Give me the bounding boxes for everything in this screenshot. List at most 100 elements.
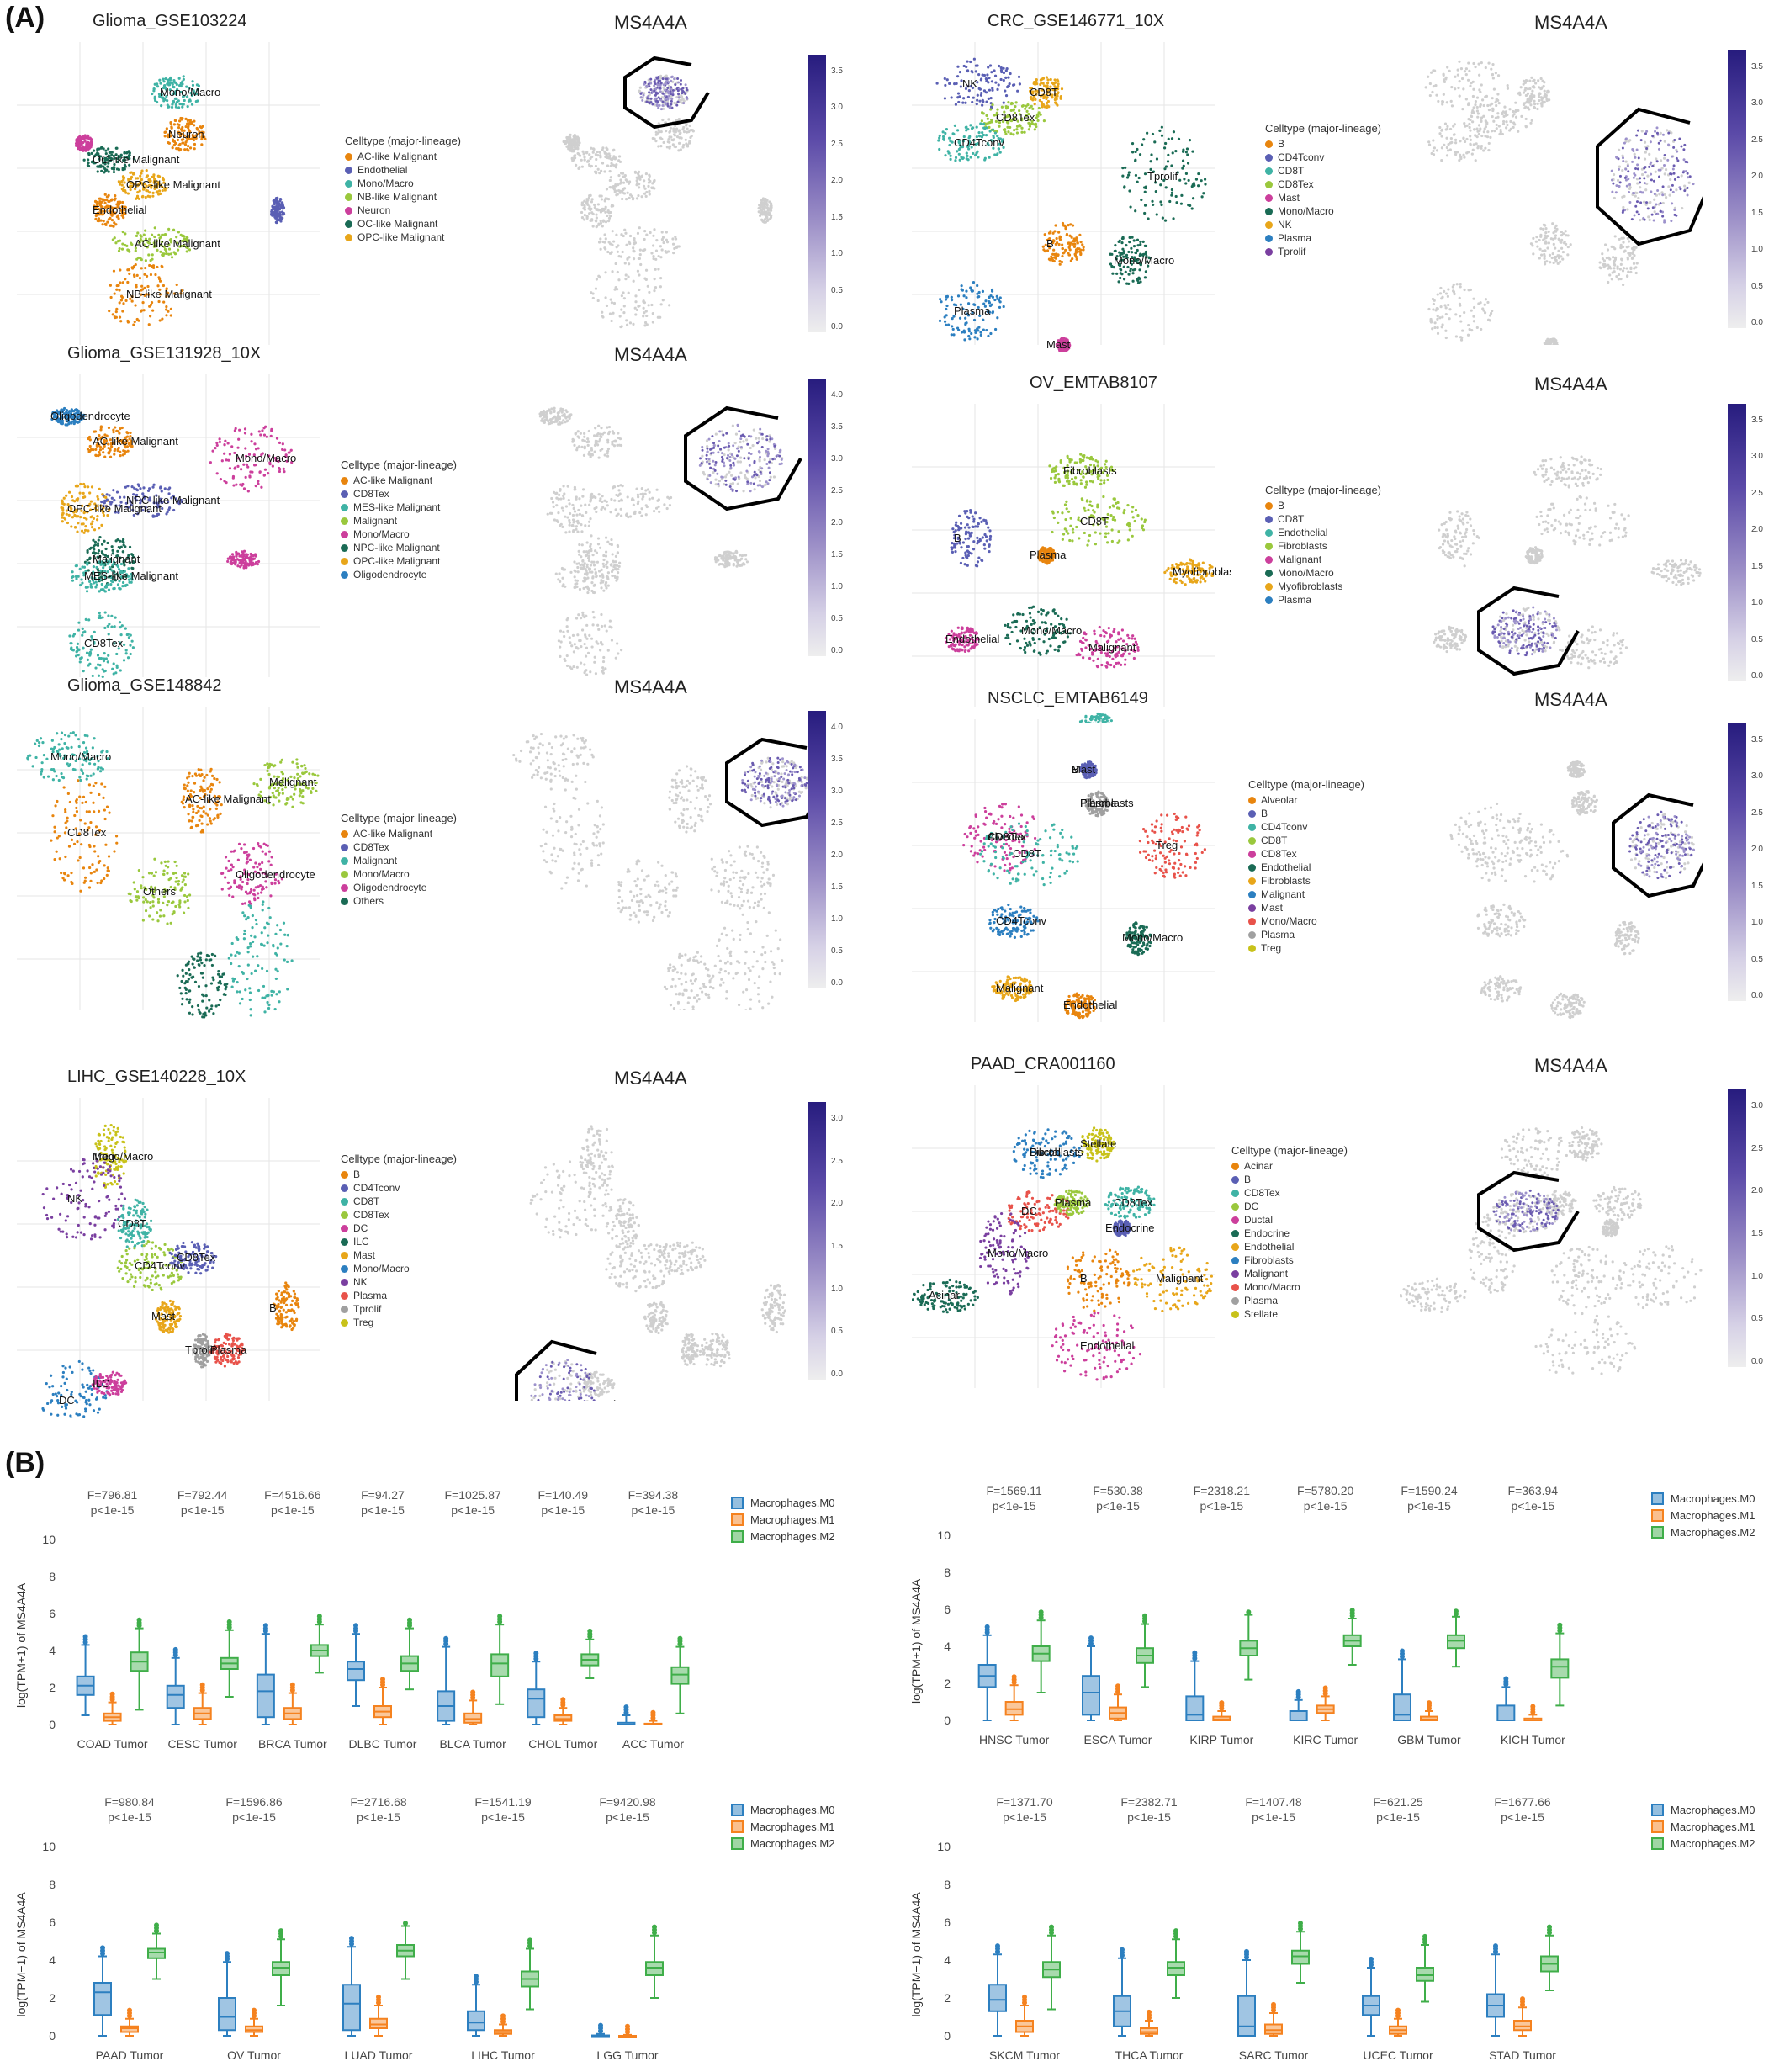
legend-label: Macrophages.M2 xyxy=(750,1530,834,1543)
legend-item: Treg xyxy=(341,1316,457,1329)
legend-label: Macrophages.M0 xyxy=(750,1804,834,1816)
legend-swatch xyxy=(1231,1243,1239,1251)
legend-item: Oligodendrocyte xyxy=(341,881,457,894)
umap-panel: Glioma_GSE103224 MS4A4A Mono/Macro Neuron OC… xyxy=(0,8,895,345)
y-tick-label: 2 xyxy=(944,1991,951,2005)
legend-label: Macrophages.M1 xyxy=(1671,1820,1755,1833)
legend-item: Endothelial xyxy=(1248,861,1364,874)
outlier-point xyxy=(1271,2001,1276,2007)
outlier-point xyxy=(1022,1994,1027,2000)
outlier-point xyxy=(127,2007,132,2013)
cluster-label: Treg xyxy=(93,1150,114,1163)
outlier-point xyxy=(353,1623,358,1629)
legend-label: Endothelial xyxy=(1278,527,1328,538)
legend-title: Celltype (major-lineage) xyxy=(1231,1144,1348,1157)
legend-item: Malignant xyxy=(341,514,457,527)
legend-label: DC xyxy=(1244,1200,1259,1212)
outlier-point xyxy=(1192,1650,1198,1656)
p-value: p<1e-15 xyxy=(993,1499,1036,1513)
celltype-umap: Mono/Macro Neuron OC-like Malignant OPC-lik… xyxy=(17,42,320,345)
colorbar-tick: 4.0 xyxy=(831,390,843,400)
box-iqr xyxy=(93,1982,112,2016)
umap-dataset-title: LIHC_GSE140228_10X xyxy=(67,1068,246,1086)
f-statistic: F=2318.21 xyxy=(1194,1484,1251,1497)
cluster-label: CD4Tconv xyxy=(954,136,1004,149)
f-statistic: F=792.44 xyxy=(177,1488,228,1502)
colorbar-tick: 1.5 xyxy=(1751,561,1763,571)
umap-dataset-title: Glioma_GSE131928_10X xyxy=(67,344,262,363)
legend-item: Endothelial xyxy=(345,163,461,177)
legend-item: Mono/Macro xyxy=(341,1262,457,1275)
y-tick-label: 8 xyxy=(944,1878,951,1891)
legend-item: Plasma xyxy=(1231,1294,1348,1307)
cluster-label: CD8Tex xyxy=(988,830,1027,843)
legend-item: CD8T xyxy=(1265,164,1381,178)
feature-plot-title: MS4A4A xyxy=(614,1068,687,1089)
feature-umap xyxy=(1424,60,1703,345)
cluster-label: Plasma xyxy=(1080,797,1117,809)
cluster-label: Malignant xyxy=(996,982,1044,994)
legend-item: CD8Tex xyxy=(1265,178,1381,191)
cluster-label: B xyxy=(1046,237,1054,250)
legend-label: Endocrine xyxy=(1244,1227,1290,1239)
feature-umap xyxy=(538,405,802,676)
cluster-label: Endocrine xyxy=(1105,1221,1155,1234)
x-tick-label: HNSC Tumor xyxy=(979,1733,1050,1746)
outlier-point xyxy=(316,1614,322,1619)
box-iqr xyxy=(1513,2020,1532,2032)
legend-label: Macrophages.M1 xyxy=(750,1820,834,1833)
box-iqr xyxy=(467,2010,485,2032)
feature-plot-title: MS4A4A xyxy=(614,676,687,697)
cluster-label: Plasma xyxy=(954,305,991,317)
outlier-point xyxy=(349,1936,354,1942)
legend-swatch xyxy=(1651,1509,1664,1522)
legend-item: CD8Tex xyxy=(341,487,457,501)
cluster-label: Plasma xyxy=(1030,548,1067,561)
legend-label: Fibroblasts xyxy=(1244,1254,1294,1266)
legend-swatch xyxy=(341,897,348,905)
cluster-label: Plasma xyxy=(210,1343,247,1356)
legend-label: B xyxy=(1278,138,1285,150)
legend-label: AC-like Malignant xyxy=(357,151,437,162)
legend-swatch xyxy=(341,1211,348,1219)
x-tick-label: ESCA Tumor xyxy=(1084,1733,1152,1746)
colorbar xyxy=(808,55,826,332)
colorbar-tick: 2.0 xyxy=(831,176,843,186)
y-tick-label: 0 xyxy=(49,2029,56,2043)
box-iqr xyxy=(1237,1995,1256,2037)
legend-label: CD8Tex xyxy=(353,841,389,853)
outlier-point xyxy=(225,1951,230,1957)
box-iqr xyxy=(347,1661,365,1682)
legend-swatch xyxy=(345,152,352,161)
outlier-point xyxy=(252,2007,257,2013)
legend-swatch xyxy=(1248,904,1256,912)
colorbar-tick: 3.5 xyxy=(1751,416,1763,425)
colorbar xyxy=(1728,1089,1746,1367)
cluster-label: CD8Tex xyxy=(177,1251,216,1264)
legend-swatch xyxy=(345,179,352,188)
p-value: p<1e-15 xyxy=(541,1503,585,1517)
colorbar-tick: 3.5 xyxy=(1751,62,1763,72)
legend-label: OPC-like Malignant xyxy=(353,555,441,567)
box-iqr xyxy=(1167,1961,1185,1976)
legend-swatch xyxy=(341,1237,348,1246)
legend-item: Others xyxy=(341,894,457,908)
colorbar-tick: 2.0 xyxy=(1751,1186,1763,1196)
box-iqr xyxy=(527,1688,546,1719)
box-iqr xyxy=(1082,1675,1100,1716)
legend-item: Alveolar xyxy=(1248,793,1364,807)
legend-item: CD8T xyxy=(341,1195,457,1208)
legend-swatch xyxy=(1265,234,1273,242)
legend-item: Mast xyxy=(341,1248,457,1262)
celltype-umap: Oligodendrocyte AC-like Malignant OPC-like… xyxy=(17,374,320,678)
cluster-label: Mono/Macro xyxy=(1021,624,1082,637)
umap-dataset-title: OV_EMTAB8107 xyxy=(1030,374,1157,392)
cluster-label: CD8Tex xyxy=(996,111,1035,124)
legend-swatch xyxy=(1231,1216,1239,1224)
f-statistic: F=5780.20 xyxy=(1297,1484,1354,1497)
colorbar xyxy=(1728,50,1746,328)
legend-item: Mono/Macro xyxy=(341,867,457,881)
cluster-label: Malignant xyxy=(1156,1272,1204,1285)
f-statistic: F=1025.87 xyxy=(444,1488,501,1502)
